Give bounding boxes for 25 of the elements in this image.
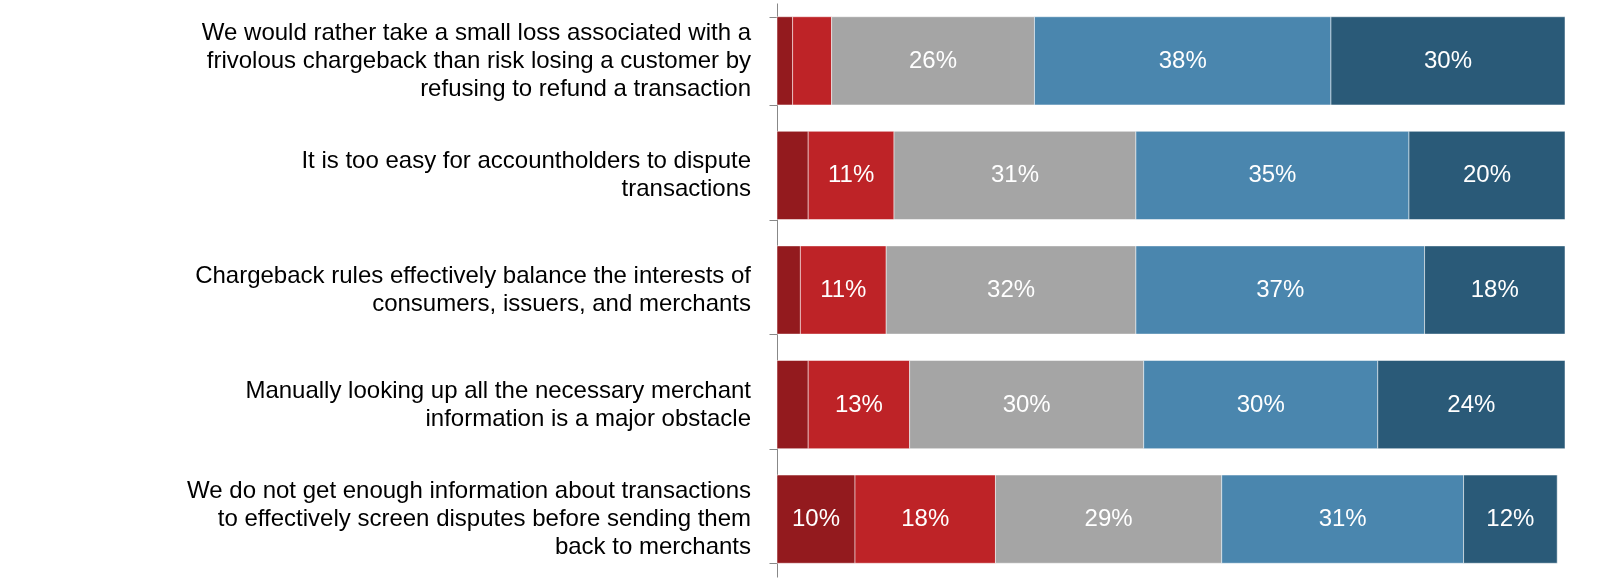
data-label: 30%	[1423, 45, 1472, 73]
y-tick-label: Chargeback rules effectively balance the interests of consumers, issuers, and merchants	[195, 261, 752, 316]
data-label: 31%	[1318, 504, 1367, 532]
data-label: 32%	[987, 275, 1036, 302]
data-label: 26%	[909, 45, 958, 73]
data-label: 29%	[1084, 504, 1133, 532]
y-tick-label: We do not get enough information about transactions to effectively screen disputes before sending them back to merchants	[187, 476, 751, 560]
data-label: 13%	[834, 389, 883, 417]
data-label: 37%	[1256, 275, 1305, 302]
y-tick-label: It is too easy for accountholders to dispute transactions	[301, 146, 751, 202]
y-tick-label: We would rather take a small loss associated with a frivolous chargeback than risk losing a customer by refusing to refund a transaction	[201, 17, 752, 101]
data-label: 18%	[1470, 275, 1519, 302]
data-label: 31%	[990, 160, 1039, 188]
data-label: 38%	[1158, 45, 1207, 73]
data-label: 11%	[820, 275, 867, 302]
data-label: 35%	[1248, 160, 1297, 188]
data-label: 24%	[1447, 389, 1496, 417]
data-label: 10%	[791, 504, 841, 532]
data-label: 20%	[1462, 160, 1511, 188]
data-label: 30%	[1002, 389, 1051, 417]
data-label: 30%	[1236, 389, 1285, 417]
data-label: 18%	[901, 504, 950, 532]
y-tick-label: Manually looking up all the necessary merchant information is a major obstacle	[245, 375, 752, 431]
data-label: 11%	[827, 160, 875, 188]
data-label: 12%	[1486, 504, 1535, 532]
